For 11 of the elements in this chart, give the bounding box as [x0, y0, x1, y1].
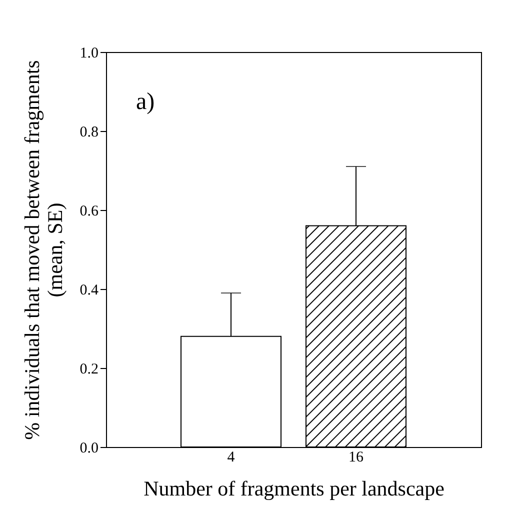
y-tick-label: 0.6 — [80, 204, 99, 220]
x-axis-title: Number of fragments per landscape — [144, 476, 444, 500]
x-tick-label: 16 — [348, 450, 364, 466]
x-tick-label: 4 — [227, 450, 236, 466]
y-tick-label: 1.0 — [80, 46, 98, 62]
y-axis-title: % individuals that moved between fragments (mean, SE) — [20, 60, 67, 440]
y-tick-label: 0.8 — [80, 124, 98, 140]
y-tick-label: 0.4 — [80, 282, 99, 298]
annotation: a) — [136, 89, 155, 115]
y-tick-label: 0.0 — [80, 440, 98, 456]
y-tick-label: 0.2 — [80, 362, 98, 378]
